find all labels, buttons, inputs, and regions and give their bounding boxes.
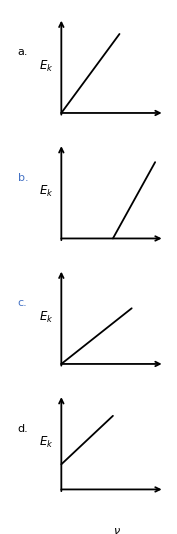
- Text: c.: c.: [18, 299, 27, 309]
- Text: $\nu$: $\nu$: [113, 275, 121, 285]
- Text: $\nu$: $\nu$: [113, 526, 121, 534]
- Text: $E_k$: $E_k$: [39, 58, 53, 74]
- Text: $E_k$: $E_k$: [39, 435, 53, 450]
- Text: $E_k$: $E_k$: [39, 184, 53, 199]
- Text: $E_k$: $E_k$: [39, 309, 53, 325]
- Text: $\nu$: $\nu$: [113, 400, 121, 410]
- Text: d.: d.: [18, 424, 28, 434]
- Text: a.: a.: [18, 48, 28, 58]
- Text: b.: b.: [18, 173, 28, 183]
- Text: $\nu$: $\nu$: [113, 150, 121, 159]
